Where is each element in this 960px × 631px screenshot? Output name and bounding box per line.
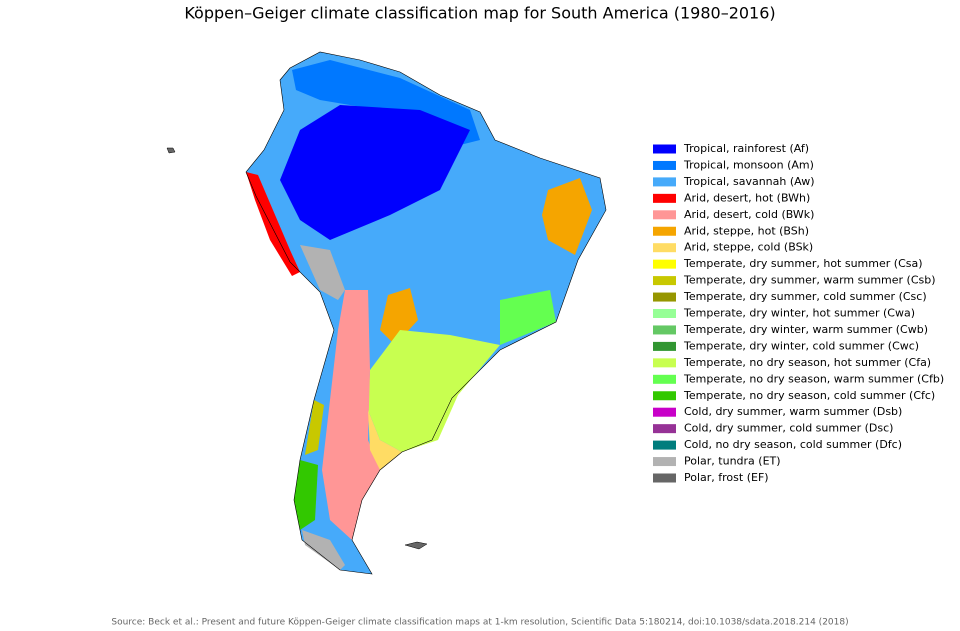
legend-label: Temperate, dry summer, warm summer (Csb) [683, 274, 936, 287]
legend-swatch [653, 292, 676, 302]
legend-label: Temperate, dry winter, warm summer (Cwb) [683, 323, 928, 336]
legend-label: Temperate, dry winter, hot summer (Cwa) [683, 307, 915, 320]
legend-label: Tropical, monsoon (Am) [683, 158, 814, 171]
map-title: Köppen–Geiger climate classification map… [184, 4, 775, 23]
legend-swatch [653, 177, 676, 187]
legend-swatch [653, 276, 676, 286]
legend-label: Arid, desert, hot (BWh) [684, 191, 810, 204]
legend-label: Cold, dry summer, warm summer (Dsb) [684, 405, 902, 418]
region-csb [305, 400, 324, 455]
legend-swatch [653, 424, 676, 434]
galapagos-islands [166, 147, 176, 154]
legend-label: Arid, steppe, hot (BSh) [684, 224, 809, 237]
legend-swatch [653, 325, 676, 335]
legend: Tropical, rainforest (Af) Tropical, monso… [653, 142, 944, 484]
continent-outline [245, 51, 607, 575]
region-cfb [500, 290, 556, 345]
legend-swatch [653, 341, 676, 351]
falkland-islands [404, 541, 428, 550]
legend-swatch [653, 407, 676, 417]
legend-swatch [653, 259, 676, 269]
region-bsk [368, 410, 402, 470]
legend-label: Polar, frost (EF) [684, 471, 769, 484]
legend-label: Temperate, no dry season, cold summer (C… [683, 389, 935, 402]
region-af [280, 105, 470, 240]
region-bwh [246, 172, 300, 276]
legend-swatch [653, 243, 676, 253]
legend-label: Temperate, no dry season, warm summer (C… [683, 372, 944, 385]
legend-swatch [653, 457, 676, 467]
legend-swatch [653, 440, 676, 450]
legend-label: Arid, desert, cold (BWk) [684, 208, 814, 221]
legend-swatch [653, 193, 676, 203]
legend-label: Temperate, dry summer, hot summer (Csa) [683, 257, 923, 270]
region-bsh [542, 178, 592, 255]
legend-label: Arid, steppe, cold (BSk) [684, 241, 813, 254]
legend-swatch [653, 473, 676, 483]
source-note: Source: Beck et al.: Present and future … [111, 618, 848, 628]
legend-label: Cold, no dry season, cold summer (Dfc) [684, 438, 902, 451]
legend-label: Temperate, dry summer, cold summer (Csc) [683, 290, 927, 303]
legend-label: Cold, dry summer, cold summer (Dsc) [684, 422, 893, 435]
region-bsh-chaco [380, 288, 418, 345]
region-et-south [302, 530, 345, 570]
legend-label: Tropical, rainforest (Af) [683, 142, 809, 155]
legend-label: Temperate, dry winter, cold summer (Cwc) [683, 339, 919, 352]
region-bwk [322, 290, 380, 540]
legend-swatch [653, 391, 676, 401]
legend-swatch [653, 144, 676, 154]
legend-label: Tropical, savannah (Aw) [683, 175, 815, 188]
region-et [300, 245, 345, 300]
legend-swatch [653, 309, 676, 318]
legend-swatch [653, 160, 676, 170]
region-cfc [294, 460, 318, 530]
legend-swatch [653, 374, 676, 384]
continent-map [166, 51, 607, 575]
legend-label: Temperate, no dry season, hot summer (Cf… [683, 356, 931, 369]
region-cfa [368, 330, 500, 452]
legend-swatch [653, 226, 676, 236]
legend-swatch [653, 210, 676, 220]
legend-label: Polar, tundra (ET) [684, 455, 781, 468]
legend-swatch [653, 358, 676, 368]
